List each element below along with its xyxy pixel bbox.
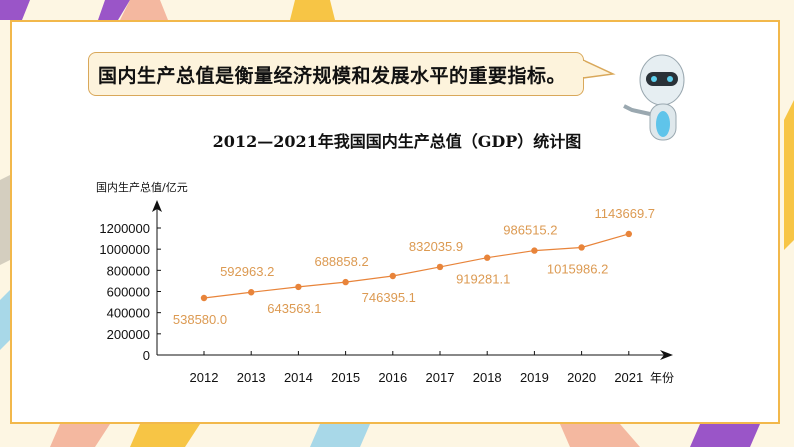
x-tick-label: 2020	[567, 370, 596, 385]
x-tick-label: 2017	[426, 370, 455, 385]
data-label: 688858.2	[314, 254, 368, 269]
robot-illustration	[623, 54, 685, 141]
data-point	[436, 263, 444, 271]
speech-bubble-text: 国内生产总值是衡量经济规模和发展水平的重要指标。	[98, 64, 567, 87]
chart-title: 2012—2021年我国国内生产总值（GDP）统计图	[212, 132, 582, 151]
data-point	[248, 289, 255, 296]
x-axis-label: 年份	[650, 371, 674, 385]
y-tick-label: 1000000	[99, 242, 150, 257]
data-label: 538580.0	[173, 312, 227, 327]
data-label: 1143669.7	[595, 206, 656, 221]
x-tick-label: 2021	[614, 370, 643, 385]
x-axis-arrow	[660, 350, 673, 360]
y-axis-label: 国内生产总值/亿元	[96, 180, 188, 194]
data-label: 832035.9	[409, 239, 463, 254]
speech-bubble-tail	[583, 59, 616, 79]
series-line	[203, 233, 629, 299]
data-point	[200, 294, 208, 302]
x-tick-label: 2012	[190, 370, 219, 385]
data-point	[389, 272, 396, 280]
data-label: 1015986.2	[547, 261, 608, 276]
y-tick-label: 800000	[107, 263, 150, 278]
data-point	[531, 247, 538, 254]
data-label: 643563.1	[267, 301, 321, 316]
data-label: 986515.2	[503, 223, 557, 238]
x-tick-label: 2015	[331, 370, 360, 385]
y-tick-label: 400000	[107, 306, 150, 321]
data-point	[342, 278, 349, 286]
data-point	[578, 244, 585, 251]
x-tick-label: 2016	[378, 370, 407, 385]
y-axis-arrow	[152, 200, 162, 212]
y-tick-label: 1200000	[99, 221, 150, 236]
y-tick-label: 0	[143, 348, 150, 363]
data-point	[295, 283, 302, 291]
y-tick-label: 600000	[107, 285, 150, 300]
y-tick-label: 200000	[107, 327, 150, 342]
data-label: 592963.2	[220, 264, 274, 279]
data-label: 746395.1	[362, 290, 416, 305]
data-point	[625, 230, 632, 238]
x-tick-label: 2013	[237, 370, 266, 385]
x-tick-label: 2014	[284, 370, 313, 385]
data-label: 919281.1	[456, 272, 510, 287]
speech-bubble: 国内生产总值是衡量经济规模和发展水平的重要指标。	[88, 52, 584, 96]
x-tick-label: 2018	[473, 370, 502, 385]
x-tick-label: 2019	[520, 370, 549, 385]
data-point	[484, 254, 491, 261]
